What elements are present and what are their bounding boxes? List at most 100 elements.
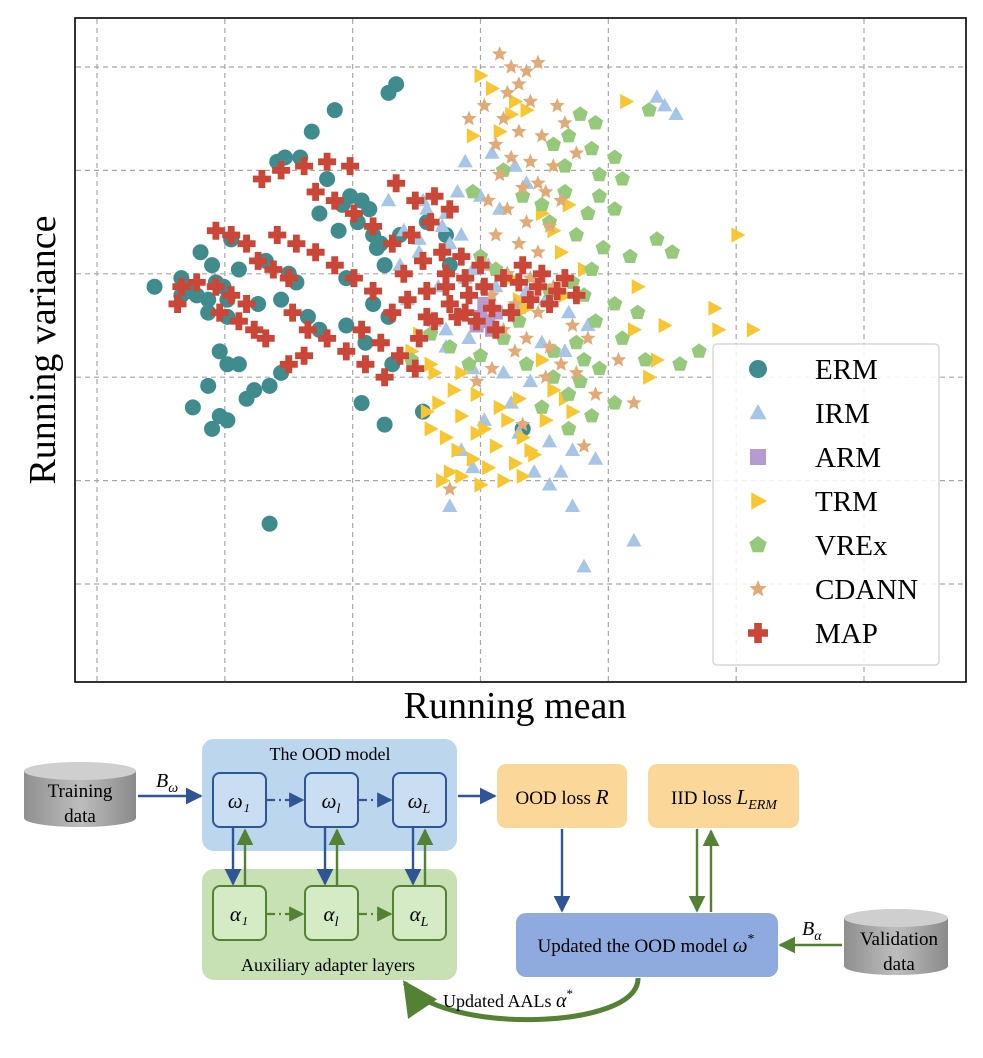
point-cdann xyxy=(484,287,500,302)
point-cdann xyxy=(553,356,569,371)
point-irm xyxy=(419,201,435,215)
point-irm xyxy=(564,498,581,512)
scatter-chart: ERM IRM ARM TRM VREx CDANN MAP Running mean Ru… xyxy=(22,17,967,727)
point-cdann xyxy=(541,339,558,354)
point-irm xyxy=(449,183,466,198)
data-points xyxy=(146,46,761,573)
point-irm xyxy=(507,158,523,172)
alpha-node-l xyxy=(304,885,359,941)
point-vrex xyxy=(584,140,600,156)
point-map xyxy=(417,307,436,326)
point-cdann xyxy=(503,149,519,164)
point-irm xyxy=(668,106,684,120)
point-trm xyxy=(509,93,523,110)
updated-aals-label: Updated AALs α* xyxy=(443,986,573,1012)
point-trm xyxy=(474,68,489,84)
point-erm xyxy=(261,377,278,394)
point-map xyxy=(529,277,547,296)
legend: ERM IRM ARM TRM VREx CDANN MAP xyxy=(712,343,940,666)
point-vrex xyxy=(568,227,584,242)
point-map xyxy=(540,295,559,313)
point-map xyxy=(375,368,394,387)
point-map xyxy=(425,312,444,331)
point-cdann xyxy=(461,110,477,126)
point-vrex xyxy=(691,343,707,358)
point-map xyxy=(402,226,421,244)
alpha-1-label: α₁ xyxy=(230,902,248,926)
point-erm xyxy=(353,395,370,412)
point-irm xyxy=(553,464,569,478)
point-map xyxy=(325,256,344,275)
training-data-cylinder: Training data xyxy=(24,762,136,827)
point-cdann xyxy=(611,352,627,367)
point-erm xyxy=(365,295,382,312)
point-vrex xyxy=(534,399,550,414)
point-cdann xyxy=(480,192,496,207)
point-trm xyxy=(428,365,443,381)
point-map xyxy=(298,320,317,339)
point-cdann xyxy=(541,218,558,233)
point-trm xyxy=(424,421,439,437)
point-map xyxy=(394,264,413,283)
point-vrex xyxy=(607,296,623,311)
point-trm xyxy=(516,468,531,484)
b-omega-label: Bω xyxy=(156,770,178,796)
point-erm xyxy=(192,244,209,261)
updated-aals-curved-arrow xyxy=(402,977,641,1022)
point-erm xyxy=(219,356,236,373)
point-trm xyxy=(455,468,470,484)
point-erm xyxy=(204,420,221,437)
point-vrex xyxy=(641,102,657,117)
point-map xyxy=(467,312,486,331)
point-cdann xyxy=(518,214,535,229)
point-map xyxy=(456,303,475,322)
point-map xyxy=(279,269,298,288)
point-map xyxy=(237,295,256,313)
point-trm xyxy=(731,227,746,243)
point-map xyxy=(417,282,436,300)
point-trm xyxy=(493,124,508,140)
legend-marker-vrex xyxy=(749,536,767,553)
point-map xyxy=(410,329,429,348)
point-trm xyxy=(489,438,504,454)
point-map xyxy=(356,355,375,374)
point-irm xyxy=(541,433,558,448)
point-trm xyxy=(620,93,635,110)
point-map xyxy=(548,282,567,300)
point-erm xyxy=(146,278,163,295)
point-trm xyxy=(432,395,447,411)
point-vrex xyxy=(614,171,630,186)
point-trm xyxy=(451,442,466,458)
point-trm xyxy=(524,442,539,458)
legend-label-vrex: VREx xyxy=(815,530,888,562)
point-trm xyxy=(708,300,723,316)
legend-box xyxy=(712,343,940,666)
point-cdann xyxy=(515,179,531,195)
point-cdann xyxy=(530,244,546,259)
point-trm xyxy=(455,365,470,381)
point-map xyxy=(264,260,283,279)
omega-node-L xyxy=(392,772,447,828)
training-data-label-2: data xyxy=(64,806,96,827)
point-cdann xyxy=(518,330,535,345)
point-map xyxy=(414,251,432,270)
point-trm xyxy=(501,412,516,428)
ood-model-title: The OOD model xyxy=(270,744,391,764)
point-vrex xyxy=(591,166,607,182)
omega-node-1 xyxy=(212,772,267,828)
point-map xyxy=(383,234,402,253)
point-trm xyxy=(440,429,454,446)
point-trm xyxy=(516,429,531,446)
legend-marker-irm xyxy=(749,404,767,420)
point-trm xyxy=(455,408,470,424)
point-irm xyxy=(465,459,481,474)
point-cdann xyxy=(476,97,492,113)
point-irm xyxy=(503,395,519,409)
validation-data-cylinder: Validation data xyxy=(844,909,948,975)
point-map xyxy=(287,234,306,253)
updated-ood-model-box xyxy=(516,913,778,977)
point-cdann xyxy=(511,123,527,139)
point-map xyxy=(352,320,371,339)
point-irm xyxy=(457,153,473,168)
point-cdann xyxy=(530,304,546,319)
